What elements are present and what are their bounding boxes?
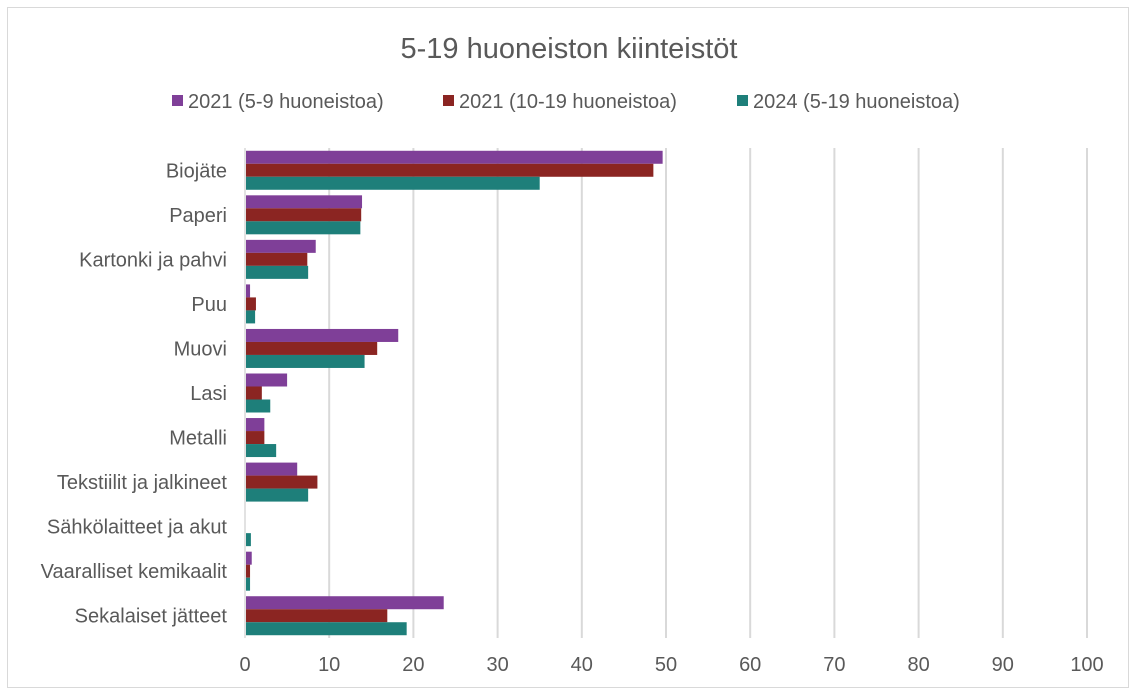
category-labels: Biojäte Paperi Kartonki ja pahvi Puu Muovi La…	[41, 160, 228, 627]
bar	[246, 418, 265, 432]
legend-swatch	[172, 95, 183, 106]
legend: 2021 (5-9 huoneistoa) 2021 (10-19 huoneis…	[172, 91, 960, 113]
bar	[246, 354, 365, 368]
bar	[246, 221, 361, 235]
bar	[246, 176, 540, 190]
bar	[246, 239, 316, 253]
x-tick-label: 40	[571, 654, 593, 676]
legend-swatch	[737, 95, 748, 106]
bar	[246, 533, 251, 547]
x-tick-label: 100	[1070, 654, 1103, 676]
bar	[246, 399, 271, 413]
bar	[246, 622, 407, 636]
x-tick-label: 90	[992, 654, 1014, 676]
bars	[246, 150, 663, 636]
x-tick-label: 20	[402, 654, 424, 676]
bar	[246, 609, 388, 623]
bar	[246, 444, 277, 458]
bar	[246, 195, 363, 209]
bar	[246, 163, 654, 177]
bar	[246, 564, 251, 578]
bar	[246, 150, 663, 164]
bar	[246, 297, 256, 311]
category-label: Paperi	[169, 205, 227, 227]
legend-label: 2024 (5-19 huoneistoa)	[753, 91, 960, 113]
legend-swatch	[443, 95, 454, 106]
bar	[246, 252, 308, 266]
bar	[246, 462, 298, 476]
x-tick-label: 50	[655, 654, 677, 676]
category-label: Muovi	[174, 338, 227, 360]
chart-frame	[7, 7, 1129, 688]
bar	[246, 577, 251, 591]
x-tick-label: 70	[823, 654, 845, 676]
bar	[246, 596, 444, 610]
x-tick-label: 10	[318, 654, 340, 676]
x-tick-label: 80	[907, 654, 929, 676]
bar	[246, 431, 265, 445]
bar	[246, 208, 362, 222]
category-label: Tekstiilit ja jalkineet	[57, 472, 228, 494]
category-label: Puu	[191, 294, 227, 316]
x-tick-label: 60	[739, 654, 761, 676]
category-label: Metalli	[169, 428, 227, 450]
gridlines	[244, 148, 1088, 638]
x-tick-label: 0	[239, 654, 250, 676]
bar	[246, 265, 309, 279]
bar	[246, 341, 378, 355]
bar	[246, 488, 309, 502]
legend-label: 2021 (10-19 huoneistoa)	[459, 91, 677, 113]
chart-title: 5-19 huoneiston kiinteistöt	[401, 33, 738, 65]
category-label: Sähkölaitteet ja akut	[47, 517, 228, 539]
legend-label: 2021 (5-9 huoneistoa)	[188, 91, 384, 113]
x-tick-labels: 0 10 20 30 40 50 60 70 80 90 100	[239, 654, 1103, 676]
bar	[246, 386, 262, 400]
bar	[246, 475, 318, 489]
category-label: Biojäte	[166, 160, 227, 182]
category-label: Lasi	[190, 383, 227, 405]
category-label: Kartonki ja pahvi	[79, 249, 227, 271]
category-label: Sekalaiset jätteet	[75, 606, 228, 628]
x-tick-label: 30	[486, 654, 508, 676]
bar	[246, 551, 252, 565]
bar	[246, 284, 251, 298]
bar	[246, 310, 256, 324]
bar	[246, 328, 399, 342]
bar	[246, 373, 288, 387]
category-label: Vaaralliset kemikaalit	[41, 561, 228, 583]
